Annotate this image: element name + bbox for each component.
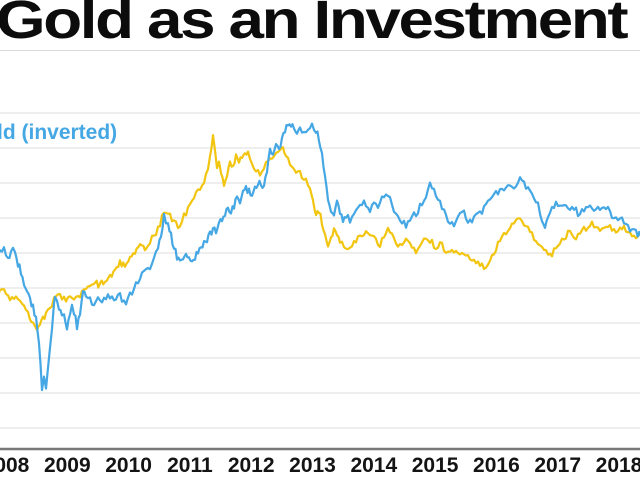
x-tick-label-2016: 2016 (473, 454, 520, 477)
page-title: Gold as an Investment (0, 0, 629, 50)
gridlines (0, 112, 640, 429)
gold-price-line (0, 134, 640, 332)
inverted-yield-line (0, 122, 640, 392)
x-tick-label-2011: 2011 (167, 454, 213, 477)
x-tick-label-2013: 2013 (289, 454, 336, 477)
title-divider-line (0, 50, 640, 51)
x-axis: 2008 2009 2010 2011 2012 2013 2014 2015 2016 2017… (0, 454, 640, 480)
x-tick-label-2009: 2009 (43, 454, 91, 477)
x-tick-label-2014: 2014 (350, 454, 398, 477)
x-tick-label-2018: 2018 (595, 454, 640, 477)
x-tick-label-2015: 2015 (411, 454, 459, 477)
x-tick-label-2008: 2008 (0, 454, 30, 477)
legend-label-inverted-series: ld (inverted) (0, 121, 118, 144)
x-tick-label-2012: 2012 (227, 454, 275, 477)
x-tick-label-2010: 2010 (105, 454, 152, 477)
x-tick-label-2017: 2017 (534, 454, 582, 477)
